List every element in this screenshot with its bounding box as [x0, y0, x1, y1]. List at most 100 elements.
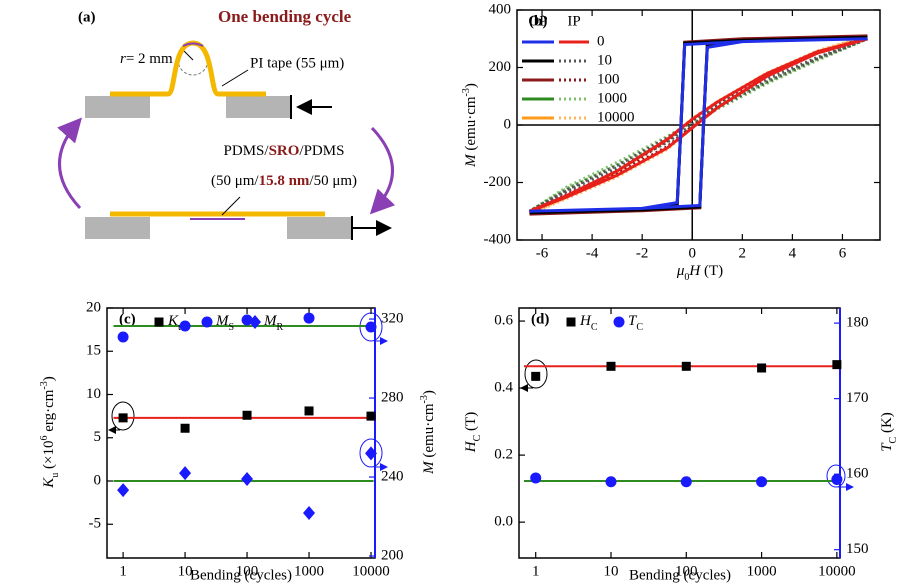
x-tick-label: 100 — [236, 563, 259, 579]
y2-tick-label: 160 — [846, 466, 869, 482]
marker-square — [606, 362, 615, 371]
legend-label: 100 — [597, 71, 620, 87]
y-tick-label: 0.0 — [494, 514, 513, 530]
block — [226, 96, 291, 118]
legend-header: IP — [567, 13, 580, 29]
marker-square — [367, 412, 376, 421]
marker-circle — [831, 474, 842, 485]
legend-subscript: S — [229, 322, 235, 333]
x-tick-label: 10000 — [818, 563, 856, 579]
y2-axis-label: M (emu·cm-3) — [419, 390, 438, 475]
x-tick-label: -2 — [636, 245, 649, 261]
y-tick-label: 0 — [94, 472, 102, 488]
y-tick-label: 0.6 — [494, 313, 513, 329]
y-tick-label: -400 — [484, 231, 512, 247]
x-axis-label: μ0H (T) — [676, 263, 723, 282]
legend-label: MS — [215, 313, 234, 332]
x-tick-label: 10 — [178, 563, 193, 579]
radius-label: r= 2 mm — [120, 51, 173, 67]
legend-subscript: C — [591, 322, 598, 333]
diagram-title: One bending cycle — [218, 7, 352, 26]
y-tick-label: 0.2 — [494, 447, 513, 463]
y2-tick-label: 150 — [846, 541, 869, 557]
annotations — [110, 313, 852, 487]
stack-label: PDMS/SRO/PDMS — [224, 143, 345, 159]
marker-circle — [180, 320, 191, 331]
legend-label: TC — [628, 313, 643, 332]
block — [85, 96, 150, 118]
legend-subscript: R — [277, 322, 284, 333]
y2-axis-label: TC (K) — [879, 412, 898, 452]
y-axis-label: HC (T) — [463, 412, 482, 453]
x-tick-label: 10000 — [352, 563, 390, 579]
figure: (a) One bending cycle r= 2 mm PI tape (5… — [0, 0, 901, 586]
thickness-label: (50 μm/15.8 nm/50 μm) — [211, 173, 357, 189]
legend-label: 0 — [597, 33, 605, 49]
marker-diamond — [117, 483, 129, 497]
panel-label: (d) — [531, 311, 549, 327]
x-tick-label: 1 — [532, 563, 540, 579]
marker-circle — [605, 476, 616, 487]
legend-subscript: C — [636, 322, 643, 333]
marker-circle — [614, 317, 625, 328]
x-tick-label: 100 — [675, 563, 698, 579]
marker-circle — [202, 317, 213, 328]
x-tick-label: 0 — [688, 245, 696, 261]
y2-tick-label: 170 — [846, 390, 869, 406]
marker-circle — [756, 476, 767, 487]
y-tick-label: 0.4 — [494, 380, 513, 396]
y2-tick-label: 200 — [381, 547, 404, 563]
marker-square — [567, 318, 576, 327]
marker-square — [243, 411, 252, 420]
marker-square — [119, 413, 128, 422]
y-tick-label: 0 — [504, 116, 512, 132]
legend-label: HC — [579, 313, 598, 332]
y-tick-label: 5 — [94, 429, 102, 445]
cycle-arrow — [59, 122, 80, 208]
marker-circle — [118, 332, 129, 343]
marker-square — [832, 360, 841, 369]
x-tick-label: 1000 — [294, 563, 324, 579]
y-tick-label: 20 — [86, 299, 101, 315]
y-tick-label: 15 — [86, 343, 101, 359]
marker-circle — [366, 321, 377, 332]
x-tick-label: 2 — [739, 245, 747, 261]
y2-tick-label: 320 — [381, 310, 404, 326]
y2-tick-label: 280 — [381, 389, 404, 405]
tape-label: PI tape (55 μm) — [250, 55, 344, 71]
legend-header: OP — [528, 13, 547, 29]
marker-square — [682, 362, 691, 371]
x-tick-label: -6 — [536, 245, 549, 261]
legend-label: 1000 — [597, 90, 627, 106]
marker-square — [531, 372, 540, 381]
marker-diamond — [241, 472, 253, 486]
y-tick-label: 400 — [489, 1, 512, 17]
x-tick-label: 4 — [789, 245, 797, 261]
x-tick-label: 1 — [119, 563, 127, 579]
marker-diamond — [303, 506, 315, 520]
x-tick-label: 10 — [603, 563, 618, 579]
panel-label: (a) — [78, 9, 96, 25]
marker-square — [155, 318, 164, 327]
block — [287, 217, 352, 239]
marker-circle — [304, 313, 315, 324]
marker-square — [181, 424, 190, 433]
plot-frame — [107, 308, 375, 558]
cycle-arrow — [372, 128, 393, 210]
marker-circle — [681, 476, 692, 487]
y-tick-label: 10 — [86, 386, 101, 402]
block — [85, 217, 150, 239]
x-tick-label: -4 — [586, 245, 599, 261]
y-tick-label: -200 — [484, 174, 512, 190]
y-axis-label: M (emu·cm-3) — [461, 83, 480, 168]
y2-tick-label: 240 — [381, 468, 404, 484]
y2-tick-label: 180 — [846, 315, 869, 331]
plot-frame — [519, 308, 840, 558]
y-axis-label: Ku (×106 erg·cm-3) — [39, 376, 61, 489]
y-tick-label: -5 — [89, 516, 102, 532]
legend-label: 10000 — [597, 109, 635, 125]
x-tick-label: 6 — [839, 245, 847, 261]
marker-circle — [530, 472, 541, 483]
leader — [222, 70, 248, 86]
marker-diamond — [179, 466, 191, 480]
